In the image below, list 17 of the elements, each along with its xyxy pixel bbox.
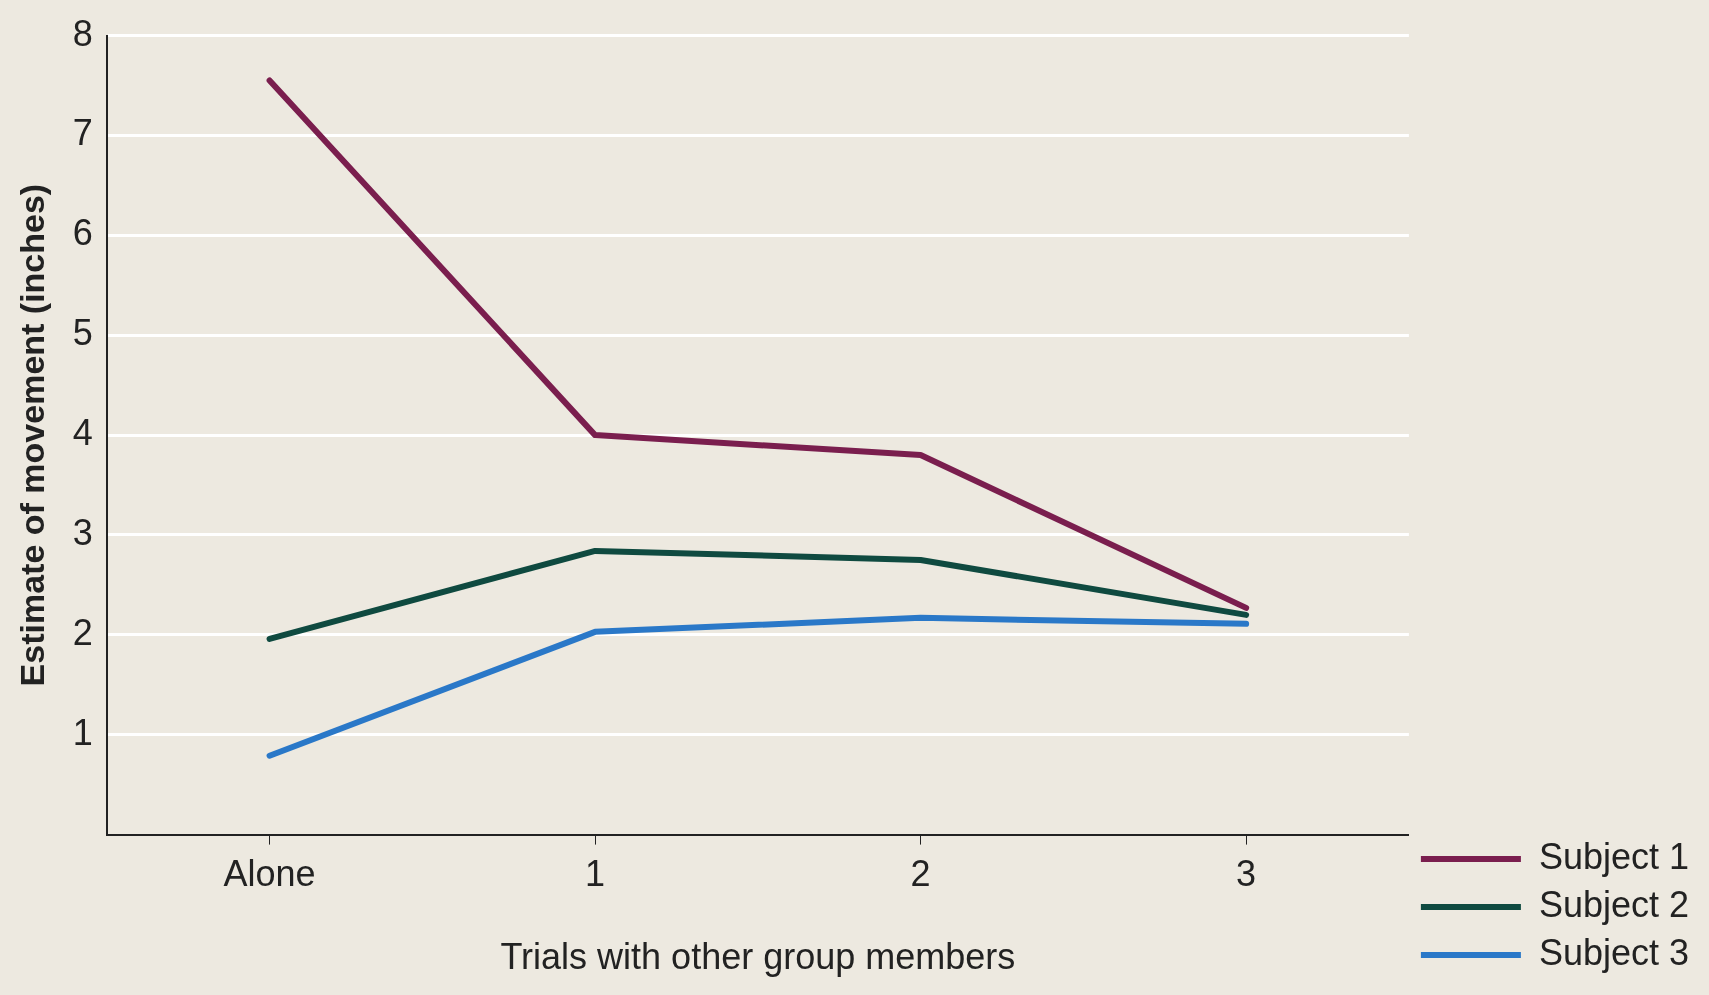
x-tick-label: 3	[1236, 853, 1257, 895]
x-axis-title: Trials with other group members	[500, 936, 1016, 978]
legend-label: Subject 1	[1538, 835, 1690, 877]
y-tick-label: 4	[72, 412, 93, 454]
y-axis-title: Estimate of movement (inches)	[12, 183, 51, 687]
y-tick-label: 2	[72, 611, 93, 653]
y-tick-label: 1	[72, 711, 93, 753]
y-tick-label: 6	[72, 212, 93, 254]
y-tick-label: 3	[72, 511, 93, 553]
x-tick-label: 1	[585, 853, 606, 895]
y-tick-label: 5	[72, 312, 93, 354]
legend-label: Subject 3	[1538, 931, 1690, 973]
y-tick-label: 8	[72, 12, 93, 54]
x-tick-label: 2	[910, 853, 931, 895]
legend-label: Subject 2	[1538, 883, 1690, 925]
y-tick-label: 7	[72, 112, 93, 154]
x-tick-label: Alone	[223, 853, 316, 895]
